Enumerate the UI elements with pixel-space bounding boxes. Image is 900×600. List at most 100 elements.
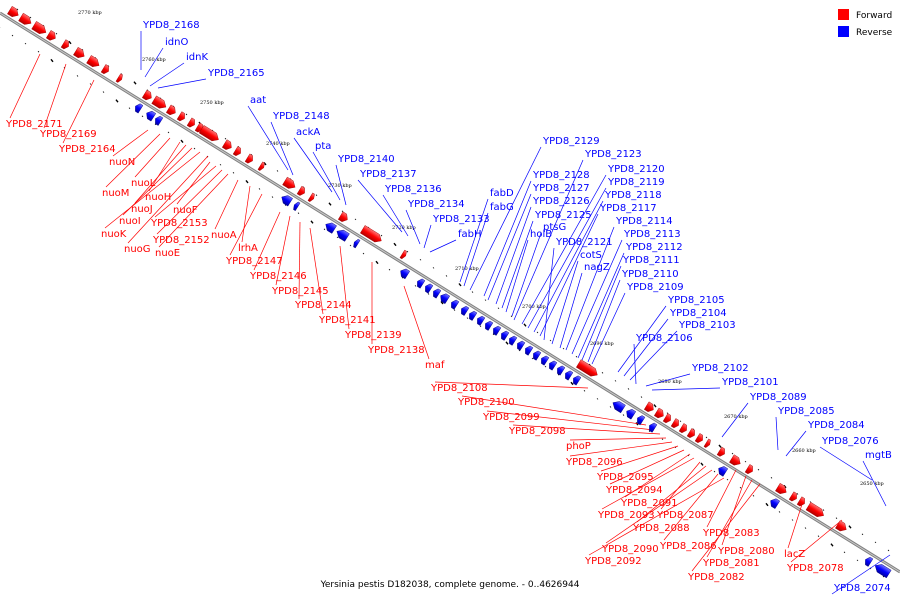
- reverse-label-leader: [587, 279, 621, 363]
- forward-gene-label: nuoE: [155, 248, 180, 259]
- legend-reverse-swatch: [838, 26, 849, 37]
- forward-gene: [788, 491, 797, 502]
- reverse-gene: [155, 115, 164, 126]
- reverse-gene-label: fabG: [490, 202, 514, 213]
- reverse-gene-label: YPD8_2127: [532, 183, 590, 194]
- forward-label-leader: [486, 410, 655, 431]
- tick-mark-lower: [271, 196, 274, 198]
- tick-mark-upper: [614, 380, 617, 382]
- forward-gene-arrow: [221, 139, 232, 150]
- reverse-gene: [573, 375, 582, 386]
- tick-mark-lower: [245, 179, 249, 184]
- tick-mark-lower: [791, 519, 794, 521]
- tick-mark-upper: [796, 493, 799, 495]
- reverse-label-leader: [429, 239, 457, 253]
- tick-mark-lower: [570, 381, 574, 386]
- forward-gene-label: YPD8_2080: [717, 546, 775, 557]
- forward-label-leader: [609, 449, 685, 485]
- forward-gene-arrow: [18, 12, 32, 25]
- reverse-label-leader: [335, 164, 347, 206]
- forward-gene-arrow: [643, 401, 654, 412]
- tick-mark-lower: [232, 172, 235, 174]
- tick-mark-lower: [596, 398, 599, 400]
- forward-gene: [670, 418, 679, 429]
- tick-mark-lower: [76, 75, 79, 77]
- tick-mark-upper: [276, 170, 279, 172]
- legend-reverse-label: Reverse: [856, 28, 893, 38]
- reverse-gene: [541, 355, 550, 366]
- reverse-gene-arrow: [557, 365, 566, 376]
- forward-gene-label: YPD8_2152: [152, 235, 210, 246]
- reverse-gene-label: YPD8_2102: [691, 363, 749, 374]
- tick-mark-lower: [154, 123, 157, 126]
- reverse-gene: [477, 315, 486, 326]
- forward-label-leader: [605, 469, 713, 544]
- forward-gene-label: YPD8_2095: [596, 472, 654, 483]
- forward-gene-label: YPD8_2094: [605, 485, 663, 496]
- forward-gene-arrow: [45, 30, 56, 41]
- forward-gene-arrow: [399, 249, 407, 260]
- forward-label-leader: [62, 79, 95, 144]
- tick-mark-lower: [102, 91, 105, 93]
- reverse-gene: [425, 283, 434, 294]
- tick-mark-upper: [55, 32, 58, 35]
- forward-gene-arrow: [257, 161, 265, 171]
- forward-gene-arrow: [729, 454, 741, 466]
- reverse-label-leader: [463, 212, 489, 287]
- forward-gene-label: YPD8_2146: [249, 271, 307, 282]
- forward-gene-arrow: [360, 225, 382, 243]
- tick-mark-lower: [648, 430, 651, 432]
- tick-mark-lower: [427, 293, 430, 295]
- reverse-gene-label: YPD8_2109: [626, 282, 684, 293]
- tick-mark-lower: [375, 260, 379, 265]
- forward-gene-label: nuoG: [124, 244, 151, 255]
- tick-mark-lower: [128, 107, 131, 109]
- forward-gene: [835, 520, 847, 532]
- forward-gene-label: YPD8_2093: [597, 510, 655, 521]
- reverse-gene-label: YPD8_2120: [607, 164, 665, 175]
- tick-mark-lower: [856, 559, 859, 562]
- forward-gene-label: YPD8_2144: [294, 300, 352, 311]
- reverse-gene-label: YPD8_2168: [142, 20, 200, 31]
- forward-gene: [643, 401, 654, 412]
- reverse-gene-arrow: [451, 299, 460, 310]
- reverse-label-leader: [521, 174, 607, 325]
- forward-gene: [151, 95, 167, 109]
- tick-mark-upper: [731, 452, 734, 455]
- reverse-label-leader: [501, 220, 534, 309]
- tick-mark-lower: [323, 228, 326, 231]
- forward-gene: [176, 111, 185, 122]
- reverse-label-leader: [551, 260, 579, 345]
- reverse-gene: [612, 401, 626, 414]
- kbp-tick-label: 2770 kbp: [78, 10, 102, 16]
- reverse-label-leader: [617, 305, 667, 373]
- forward-gene: [662, 413, 671, 424]
- genome-caption: Yersinia pestis D182038, complete genome…: [320, 580, 580, 590]
- reverse-gene: [501, 330, 510, 341]
- forward-gene: [805, 501, 824, 517]
- forward-gene-label: phoP: [566, 441, 591, 452]
- reverse-gene-arrow: [493, 325, 502, 336]
- reverse-gene-label: mgtB: [865, 450, 892, 461]
- forward-gene-arrow: [151, 95, 167, 109]
- legend-forward-label: Forward: [856, 11, 892, 21]
- kbp-tick-label: 2760 kbp: [142, 57, 166, 63]
- reverse-gene-label: YPD8_2128: [532, 170, 590, 181]
- reverse-label-leader: [511, 232, 542, 317]
- tick-mark-lower: [726, 478, 729, 481]
- reverse-gene-arrow: [433, 288, 442, 299]
- forward-gene-arrow: [653, 407, 664, 419]
- reverse-label-leader: [513, 159, 584, 321]
- reverse-label-leader: [487, 193, 532, 301]
- forward-gene-label: YPD8_2171: [5, 119, 63, 130]
- reverse-gene-label: YPD8_2114: [615, 216, 673, 227]
- tick-mark-upper: [484, 299, 487, 301]
- forward-gene-arrow: [694, 433, 703, 443]
- reverse-gene-label: YPD8_2104: [669, 308, 727, 319]
- tick-mark-lower: [414, 285, 417, 287]
- forward-gene-arrow: [7, 5, 19, 17]
- forward-gene-label: nuoF: [173, 205, 198, 216]
- tick-mark-upper: [679, 420, 682, 423]
- reverse-gene-label: YPD8_2089: [749, 392, 807, 403]
- forward-gene-label: maf: [425, 360, 445, 371]
